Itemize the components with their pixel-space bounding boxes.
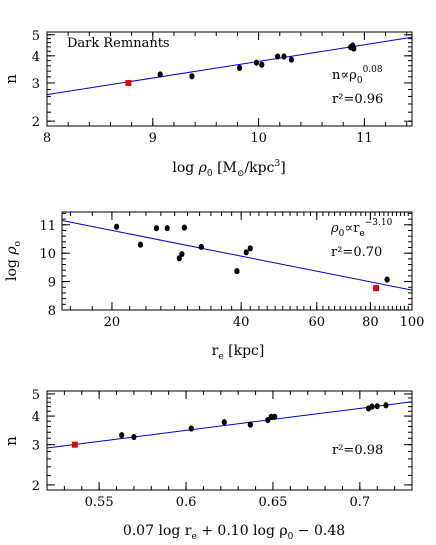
y-tick-label: 5 bbox=[32, 388, 40, 403]
y-tick-label: 2 bbox=[32, 115, 40, 130]
data-point bbox=[247, 421, 253, 428]
x-tick-label: 8 bbox=[43, 131, 51, 146]
x-tick-label: 40 bbox=[233, 315, 250, 330]
x-tick-label: 100 bbox=[400, 315, 425, 330]
data-point bbox=[281, 53, 287, 60]
panel-1-tick-labels: 8 9 10 11 2 3 4 5 bbox=[32, 29, 373, 146]
y-tick-label: 8 bbox=[48, 304, 56, 319]
panel-3-xlabel: 0.07 log re + 0.10 log ρ0 − 0.48 bbox=[123, 523, 345, 542]
y-tick-label: 3 bbox=[32, 77, 40, 92]
x-tick-label: 0.65 bbox=[258, 495, 287, 510]
data-point bbox=[188, 425, 194, 432]
data-point bbox=[153, 225, 160, 232]
panel-3: 0.55 0.6 0.65 0.7 2 3 4 5 r²=0.98 n 0.07 log re… bbox=[2, 388, 413, 542]
x-tick-label: 0.55 bbox=[85, 495, 114, 510]
x-tick-label: 60 bbox=[308, 315, 325, 330]
data-point bbox=[369, 403, 375, 410]
panel-1-points bbox=[125, 42, 357, 86]
data-point bbox=[164, 225, 170, 232]
panel-1: 8 9 10 11 2 3 4 5 Dark Remnants n∝ρ00.08 r²=0.9… bbox=[2, 29, 413, 179]
panel-2-xlabel: re [kpc] bbox=[212, 343, 265, 362]
y-tick-label: 10 bbox=[39, 247, 56, 262]
panel-1-r2: r²=0.96 bbox=[332, 92, 383, 107]
y-tick-label: 4 bbox=[32, 50, 40, 65]
panel-3-frame bbox=[46, 390, 413, 491]
data-point bbox=[113, 223, 120, 230]
data-point bbox=[243, 249, 249, 256]
panel-1-frame bbox=[46, 31, 413, 127]
data-point bbox=[253, 59, 260, 66]
panel-2-r2: r²=0.70 bbox=[331, 245, 382, 260]
data-point bbox=[259, 61, 265, 68]
panel-1-ylabel: n bbox=[2, 74, 20, 84]
data-point bbox=[351, 45, 357, 52]
x-tick-label: 0.7 bbox=[350, 495, 371, 510]
panel-2-fit-line bbox=[61, 220, 413, 291]
y-tick-label: 2 bbox=[32, 479, 40, 494]
data-point bbox=[288, 56, 294, 63]
highlight-point bbox=[125, 79, 132, 86]
panel-2-ticks bbox=[62, 212, 413, 311]
x-tick-label: 9 bbox=[149, 131, 157, 146]
data-point bbox=[383, 402, 389, 409]
y-tick-label: 5 bbox=[32, 29, 40, 44]
x-tick-label: 80 bbox=[362, 315, 379, 330]
x-tick-label: 20 bbox=[104, 315, 121, 330]
y-tick-label: 4 bbox=[32, 410, 40, 425]
data-point bbox=[265, 417, 271, 424]
panel-1-ticks bbox=[46, 32, 412, 126]
panel-2-ylabel: log ρo bbox=[4, 241, 23, 281]
data-point bbox=[131, 433, 137, 441]
data-point bbox=[181, 224, 188, 231]
panel-3-tick-labels: 0.55 0.6 0.65 0.7 2 3 4 5 bbox=[32, 388, 370, 510]
panel-3-r2: r²=0.98 bbox=[332, 443, 383, 458]
data-point bbox=[189, 73, 195, 80]
data-point bbox=[119, 432, 125, 439]
panel-3-ylabel: n bbox=[2, 436, 20, 446]
x-tick-label: 10 bbox=[250, 131, 267, 146]
panel-3-points bbox=[71, 402, 389, 448]
data-point bbox=[137, 241, 144, 248]
x-tick-label: 11 bbox=[356, 131, 373, 146]
panel-2-tick-labels: 20 40 60 80 100 8 9 10 11 bbox=[39, 219, 424, 330]
data-point bbox=[247, 245, 253, 252]
data-point bbox=[272, 413, 278, 420]
panel-2: 20 40 60 80 100 8 9 10 11 ρ0∝re−3.10 r²=0.70 log… bbox=[4, 211, 424, 362]
data-point bbox=[236, 64, 243, 71]
data-point bbox=[179, 250, 185, 258]
panel-1-label: Dark Remnants bbox=[67, 36, 170, 51]
data-point bbox=[384, 276, 390, 283]
data-point bbox=[157, 71, 163, 78]
data-point bbox=[176, 255, 182, 262]
panel-1-xlabel: log ρ0 [M⊙/kpc3] bbox=[172, 159, 285, 179]
panel-2-relation: ρ0∝re−3.10 bbox=[330, 218, 393, 239]
x-tick-label: 0.6 bbox=[176, 495, 197, 510]
y-tick-label: 3 bbox=[32, 439, 40, 454]
y-tick-label: 11 bbox=[39, 219, 56, 234]
data-point bbox=[234, 267, 240, 275]
y-tick-label: 9 bbox=[48, 276, 56, 291]
panel-3-ticks bbox=[46, 391, 413, 490]
highlight-point bbox=[71, 441, 78, 448]
panel-3-fit-line bbox=[46, 401, 413, 449]
highlight-point bbox=[373, 285, 380, 292]
data-point bbox=[221, 419, 227, 426]
panel-2-frame bbox=[61, 211, 413, 311]
data-point bbox=[275, 53, 281, 60]
data-point bbox=[198, 243, 204, 251]
panel-2-points bbox=[113, 223, 390, 292]
data-point bbox=[374, 403, 380, 410]
panel-1-relation: n∝ρ00.08 bbox=[332, 65, 383, 86]
